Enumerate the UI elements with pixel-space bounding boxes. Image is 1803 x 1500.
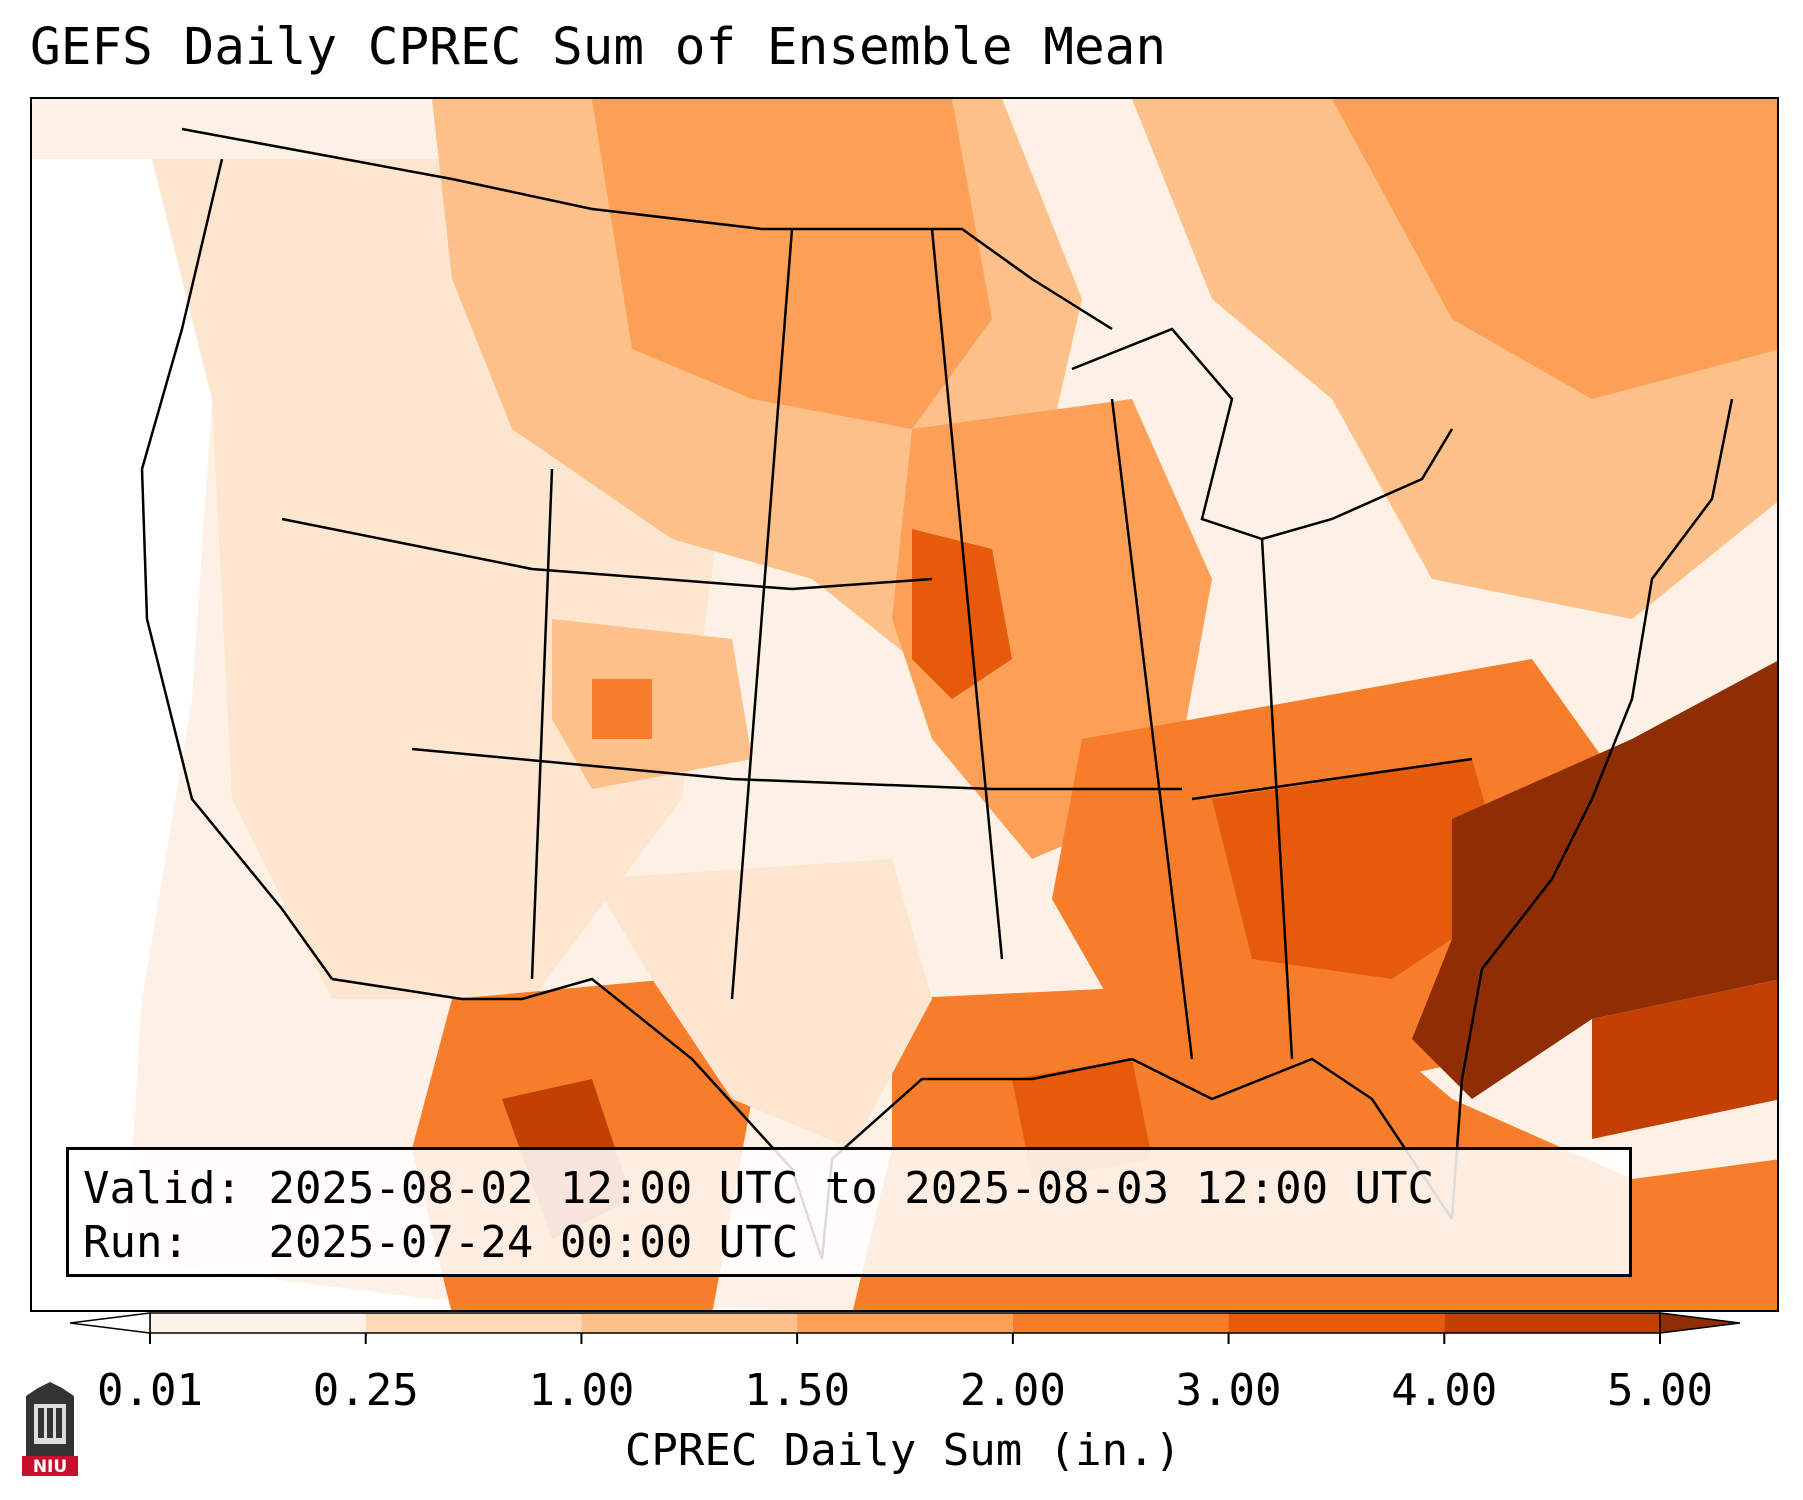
region-southeast-dark: [1212, 759, 1512, 979]
region-atlantic-edge: [1592, 979, 1777, 1139]
niu-logo: NIU: [22, 1382, 78, 1477]
region-dakotas: [592, 99, 992, 429]
state-line-6: [1110, 398, 1194, 1060]
colorbar-tick-label: 1.00: [528, 1365, 635, 1416]
valid-run-info-box: Valid: 2025-08-02 12:00 UTC to 2025-08-0…: [66, 1147, 1632, 1277]
colorbar-segment: [1444, 1313, 1660, 1333]
great-lakes: [1071, 327, 1454, 541]
colorbar-label: CPREC Daily Sum (in.): [624, 1425, 1182, 1476]
colorbar-segment: [150, 1313, 366, 1333]
region-atlantic-max: [1412, 661, 1777, 1099]
run-label: Run:: [83, 1217, 189, 1268]
state-line-1: [281, 517, 933, 591]
state-line-5: [930, 228, 1004, 960]
valid-value: 2025-08-02 12:00 UTC to 2025-08-03 12:00…: [268, 1163, 1435, 1214]
colorbar-extend-left: [70, 1312, 151, 1334]
gulf-coast: [820, 1057, 1454, 1260]
colorbar-tick-label: 0.01: [97, 1365, 203, 1416]
state-line-7: [1191, 757, 1473, 801]
colorbar-tick-label: 5.00: [1607, 1365, 1713, 1416]
region-canada-east: [1332, 99, 1777, 399]
colorbar-tick-label: 1.50: [744, 1365, 851, 1416]
colorbar-segment: [797, 1313, 1013, 1333]
state-line-4: [730, 228, 794, 1000]
east-coast: [1450, 398, 1734, 1220]
us-canada-border: [181, 127, 1113, 331]
colorbar-tick-label: 3.00: [1175, 1365, 1282, 1416]
valid-label: Valid:: [83, 1163, 242, 1214]
colorbar-segment: [365, 1313, 582, 1333]
colorbar: [70, 1312, 1740, 1344]
map-title: GEFS Daily CPREC Sum of Ensemble Mean: [30, 18, 1167, 77]
colorbar-tick-label: 2.00: [959, 1365, 1066, 1416]
precipitation-map: [30, 97, 1779, 1312]
colorbar-tick-label: 4.00: [1391, 1365, 1498, 1416]
colorbar-segment: [1228, 1313, 1445, 1333]
colorbar-segment: [581, 1313, 798, 1333]
projection-edge-bottom: [32, 1249, 799, 1310]
region-texas: [592, 859, 932, 1149]
colorbar-tick-label: 0.25: [312, 1365, 419, 1416]
state-line-3: [530, 468, 554, 980]
region-colorado-dark: [592, 679, 652, 739]
niu-logo-text: NIU: [33, 1457, 67, 1477]
colorbar-segment: [1012, 1313, 1229, 1333]
run-value: 2025-07-24 00:00 UTC: [268, 1217, 799, 1268]
west-coast: [140, 158, 334, 980]
colorbar-extend-right: [1659, 1312, 1740, 1334]
state-line-2: [411, 747, 1182, 791]
projection-edge-west: [32, 159, 212, 1310]
state-line-8: [1260, 538, 1294, 1060]
region-iowa-dark: [912, 529, 1012, 699]
